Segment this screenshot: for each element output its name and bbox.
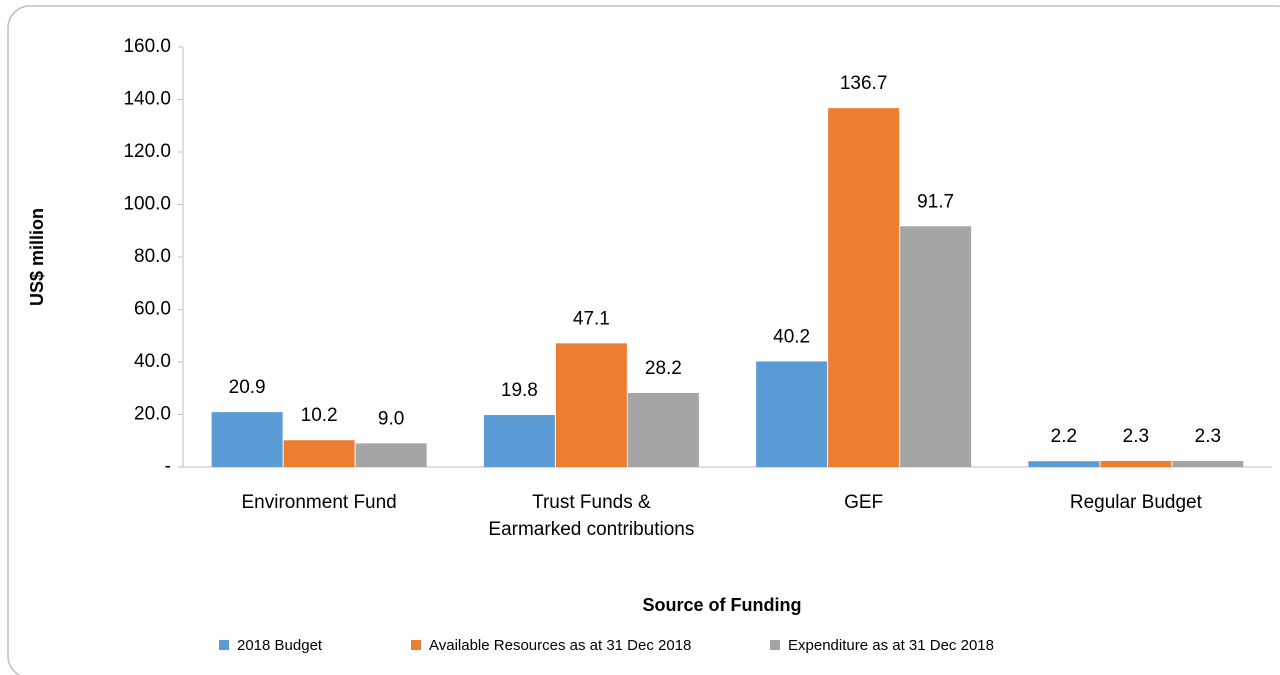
value-label: 136.7 xyxy=(840,73,888,94)
x-axis-title: Source of Funding xyxy=(643,595,802,615)
x-tick-label-line: Trust Funds & xyxy=(532,492,651,513)
x-tick-label: Environment Fund xyxy=(242,492,397,513)
x-tick-label-line: Earmarked contributions xyxy=(488,519,694,540)
bar xyxy=(211,412,283,467)
x-tick-label-line: Environment Fund xyxy=(242,492,397,513)
legend-label: Expenditure as at 31 Dec 2018 xyxy=(788,637,994,654)
value-label: 2.3 xyxy=(1195,426,1221,447)
legend-swatch xyxy=(219,640,229,650)
bar xyxy=(828,108,900,467)
y-tick-label: 40.0 xyxy=(134,351,171,372)
value-label: 10.2 xyxy=(301,405,338,426)
value-label: 40.2 xyxy=(773,326,810,347)
value-label: 2.2 xyxy=(1051,426,1077,447)
bar xyxy=(1028,461,1100,467)
bar xyxy=(627,392,699,467)
legend-label: Available Resources as at 31 Dec 2018 xyxy=(429,637,691,654)
bar xyxy=(1172,460,1244,467)
value-label: 28.2 xyxy=(645,358,682,379)
bar xyxy=(756,361,828,467)
value-label: 19.8 xyxy=(501,380,538,401)
y-tick-label: 160.0 xyxy=(123,36,171,57)
bar xyxy=(1100,460,1172,467)
bar xyxy=(483,415,555,467)
bar xyxy=(355,443,427,467)
y-tick-label: 140.0 xyxy=(123,89,171,110)
y-tick-label: 100.0 xyxy=(123,194,171,215)
x-tick-label: Regular Budget xyxy=(1070,492,1203,513)
legend-label: 2018 Budget xyxy=(237,637,323,654)
value-label: 20.9 xyxy=(229,377,266,398)
legend-swatch xyxy=(411,640,421,650)
x-tick-label-line: GEF xyxy=(844,492,883,513)
x-tick-label: Trust Funds & Earmarked contributions xyxy=(488,492,694,540)
value-label: 9.0 xyxy=(378,408,404,429)
x-tick-label-line: Regular Budget xyxy=(1070,492,1203,513)
value-label: 2.3 xyxy=(1123,426,1149,447)
bar xyxy=(555,343,627,467)
y-axis-title: US$ million xyxy=(27,208,47,306)
legend-swatch xyxy=(770,640,780,650)
bar xyxy=(283,440,355,467)
y-tick-label: 20.0 xyxy=(134,404,171,425)
y-tick-label: 120.0 xyxy=(123,141,171,162)
bar xyxy=(900,226,972,467)
chart-border xyxy=(7,5,1280,675)
y-tick-label: 80.0 xyxy=(134,246,171,267)
x-tick-label: GEF xyxy=(844,492,883,513)
value-label: 47.1 xyxy=(573,308,610,329)
value-label: 91.7 xyxy=(917,191,954,212)
y-tick-label: 60.0 xyxy=(134,299,171,320)
y-tick-label: - xyxy=(165,456,171,477)
